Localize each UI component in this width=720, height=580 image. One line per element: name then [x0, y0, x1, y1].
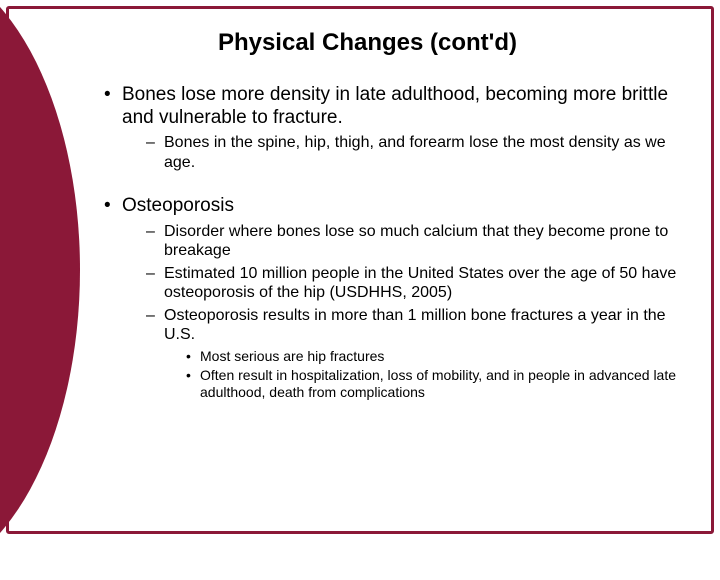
bullet-text: Osteoporosis — [122, 195, 234, 216]
bullet-text: Osteoporosis results in more than 1 mill… — [164, 307, 666, 344]
bullet-text: Bones lose more density in late adulthoo… — [122, 84, 668, 128]
bullet-text: Most serious are hip fractures — [200, 348, 384, 364]
bullet-text: Disorder where bones lose so much calciu… — [164, 223, 668, 260]
bullet-text: Estimated 10 million people in the Unite… — [164, 265, 676, 302]
list-item: Osteoporosis Disorder where bones lose s… — [104, 194, 691, 401]
slide-content: Physical Changes (cont'd) Bones lose mor… — [9, 9, 711, 531]
slide-title: Physical Changes (cont'd) — [44, 29, 691, 57]
list-item: Disorder where bones lose so much calciu… — [146, 222, 691, 261]
sub-sub-list: Most serious are hip fractures Often res… — [164, 348, 691, 401]
list-item: Estimated 10 million people in the Unite… — [146, 264, 691, 303]
bullet-list: Osteoporosis Disorder where bones lose s… — [84, 194, 691, 401]
spacer — [84, 176, 691, 194]
list-item: Bones in the spine, hip, thigh, and fore… — [146, 133, 691, 172]
bullet-text: Often result in hospitalization, loss of… — [200, 367, 676, 400]
list-item: Osteoporosis results in more than 1 mill… — [146, 306, 691, 401]
bullet-list: Bones lose more density in late adulthoo… — [84, 83, 691, 172]
sub-list: Disorder where bones lose so much calciu… — [122, 222, 691, 401]
bullet-text: Bones in the spine, hip, thigh, and fore… — [164, 134, 666, 171]
list-item: Most serious are hip fractures — [186, 348, 691, 365]
sub-list: Bones in the spine, hip, thigh, and fore… — [122, 133, 691, 172]
list-item: Bones lose more density in late adulthoo… — [104, 83, 691, 172]
list-item: Often result in hospitalization, loss of… — [186, 367, 691, 401]
